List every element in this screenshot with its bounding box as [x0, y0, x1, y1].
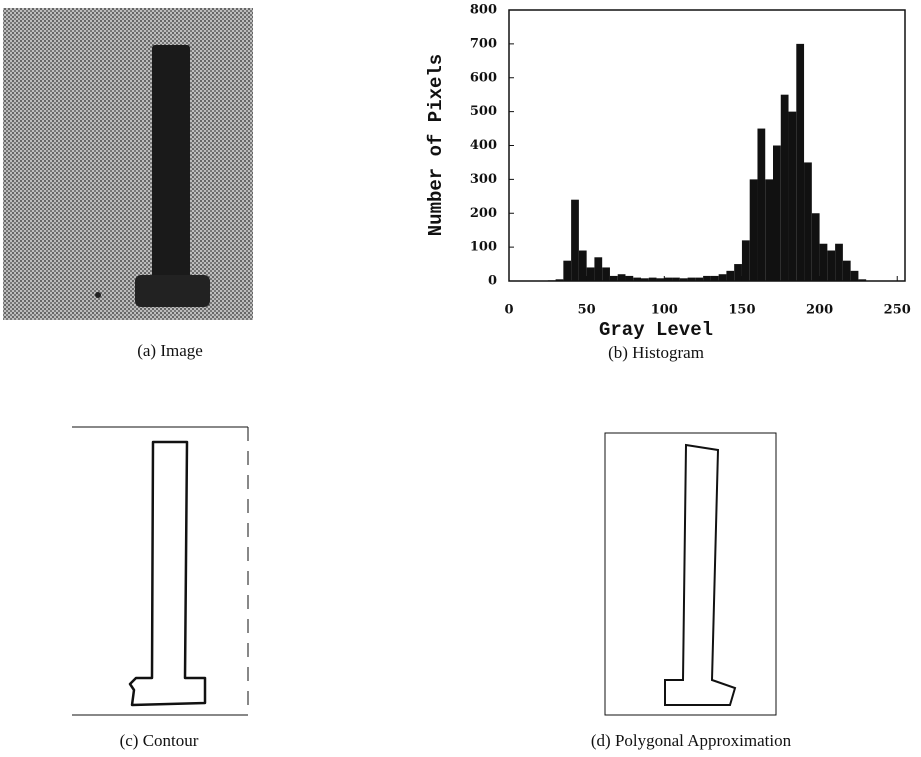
bar	[804, 162, 812, 281]
histogram: Gray Level Number of Pixels 0 100 200 300 40…	[425, 3, 911, 342]
x-tick-label: 150	[728, 303, 755, 318]
bar	[788, 111, 797, 281]
caption: (c) Contour	[120, 731, 199, 750]
y-axis-label: Number of Pixels	[425, 54, 447, 236]
x-tick-label: 50	[578, 303, 596, 318]
bar	[571, 199, 579, 281]
bar	[578, 250, 587, 281]
bar	[835, 243, 843, 281]
bar	[726, 270, 735, 281]
x-tick-label: 100	[651, 303, 678, 318]
y-tick-label: 500	[470, 104, 497, 119]
y-tick-label: 700	[470, 36, 497, 51]
bar	[555, 279, 564, 281]
bar	[796, 43, 805, 281]
bar	[617, 274, 626, 281]
bar	[695, 277, 704, 281]
bar	[547, 280, 556, 281]
bar	[609, 275, 618, 281]
photo	[3, 8, 253, 320]
bar	[741, 240, 750, 281]
x-tick-label: 0	[504, 303, 513, 318]
bar	[602, 267, 610, 281]
bar	[734, 264, 742, 281]
x-tick-label: 250	[884, 303, 911, 318]
x-tick-label: 200	[806, 303, 833, 318]
bar	[641, 278, 649, 281]
caption: (b) Histogram	[608, 343, 704, 362]
bar	[703, 275, 711, 281]
bar	[563, 260, 572, 281]
bar	[780, 94, 789, 281]
contour-drawing	[72, 426, 249, 716]
bar	[773, 145, 781, 281]
y-tick-label: 100	[470, 240, 497, 255]
y-tick-label: 300	[470, 172, 497, 187]
y-tick-label: 0	[488, 274, 497, 289]
x-axis-label: Gray Level	[599, 319, 713, 341]
caption: (a) Image	[137, 341, 203, 360]
caption: (d) Polygonal Approximation	[591, 731, 792, 750]
bar	[749, 179, 758, 281]
bar	[633, 277, 641, 281]
bar	[757, 128, 766, 281]
y-tick-label: 400	[470, 138, 497, 153]
y-tick-label: 200	[470, 206, 497, 221]
plot-frame	[508, 9, 906, 282]
bar	[687, 277, 696, 281]
bar	[858, 279, 867, 281]
y-tick-label: 600	[470, 70, 497, 85]
bar	[672, 277, 680, 281]
polygon-drawing	[604, 432, 777, 716]
bar	[656, 278, 665, 281]
bar	[827, 250, 836, 281]
bar	[842, 260, 851, 281]
bar	[710, 275, 719, 281]
bar	[586, 267, 595, 281]
bar	[594, 257, 603, 281]
bar	[811, 213, 820, 281]
bar	[648, 277, 657, 281]
bar	[765, 179, 773, 281]
bar	[625, 275, 634, 281]
bar	[664, 277, 673, 281]
y-tick-label: 800	[470, 3, 497, 18]
bar	[819, 243, 828, 281]
bar	[850, 270, 859, 281]
bar	[679, 278, 688, 281]
bar	[718, 274, 727, 281]
